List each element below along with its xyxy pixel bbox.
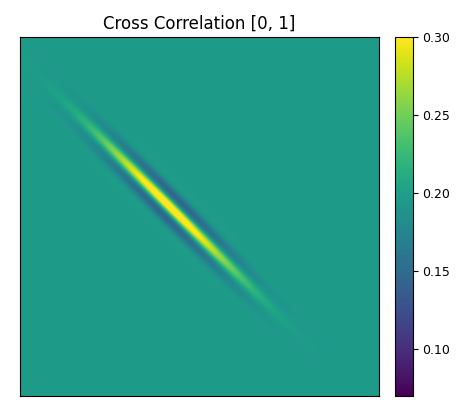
Title: Cross Correlation [0, 1]: Cross Correlation [0, 1] — [103, 15, 296, 33]
